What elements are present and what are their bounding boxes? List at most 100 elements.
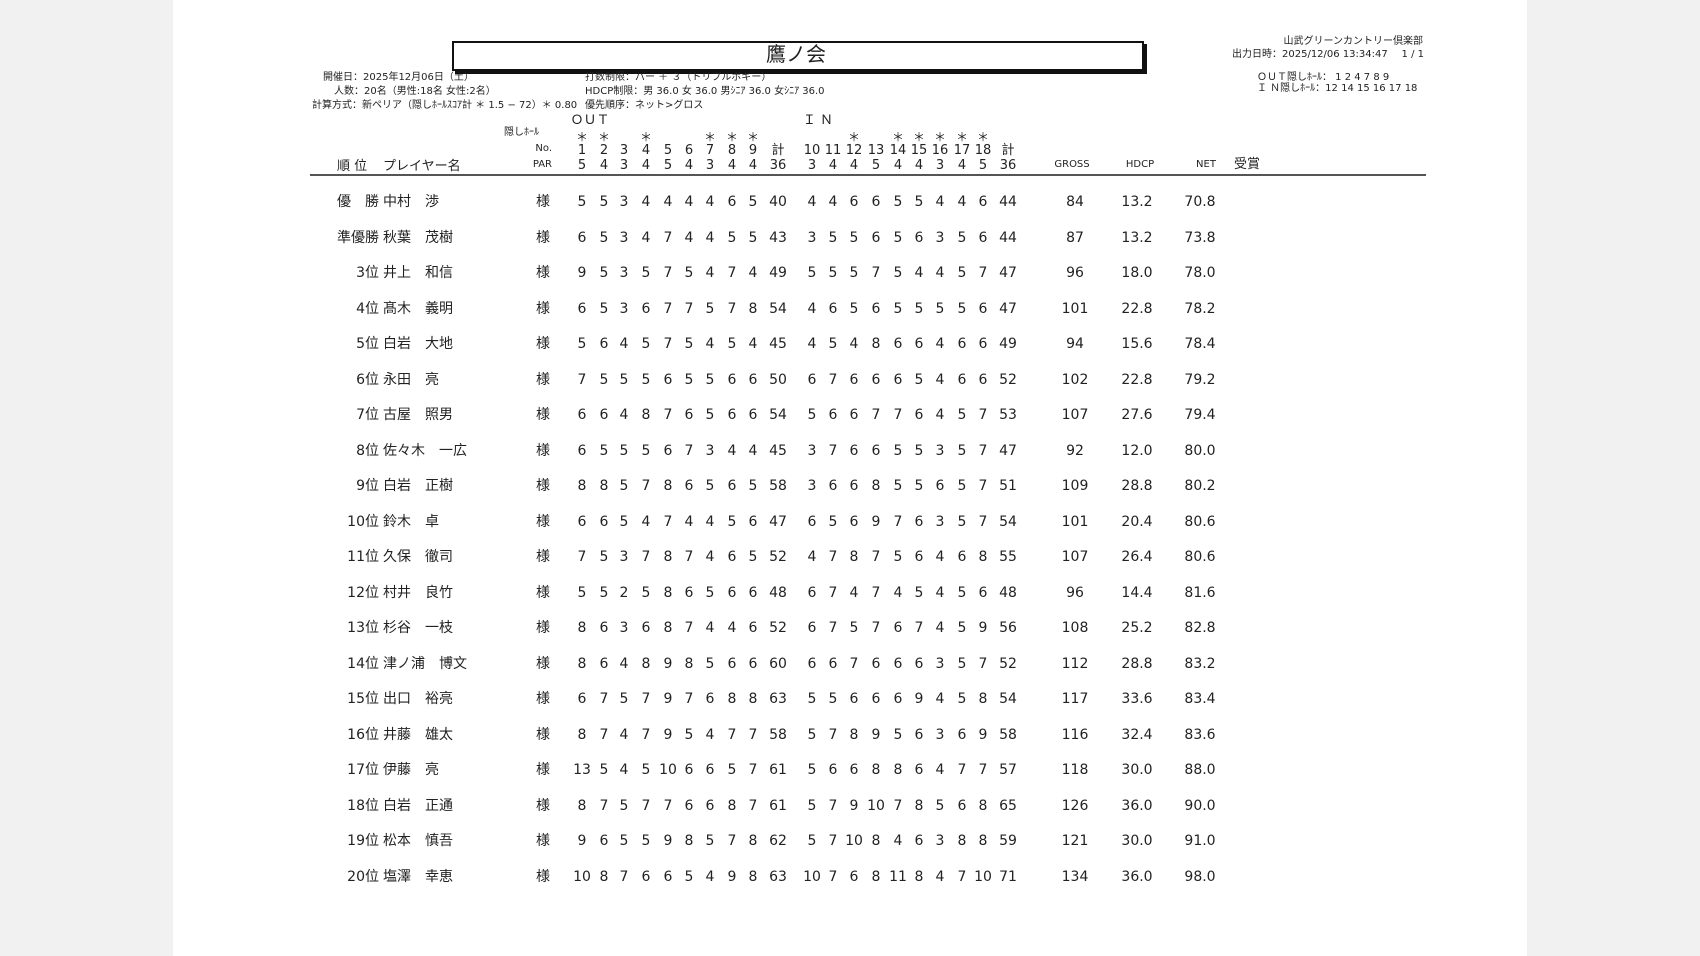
gross: 117 xyxy=(1061,691,1089,707)
out-total-header: 計 xyxy=(771,143,785,158)
score: 7 xyxy=(727,300,737,317)
in-total: 44 xyxy=(999,229,1017,246)
priority: 優先順序：ネット>グロス xyxy=(585,100,704,111)
score: 5 xyxy=(641,336,651,352)
player-name: 秋葉 茂樹 xyxy=(383,229,453,246)
honorific: 様 xyxy=(536,442,550,459)
hole-number: 8 xyxy=(727,143,737,158)
output-time: 出力日時：2025/12/06 13:34:47 xyxy=(1232,49,1388,60)
score: 7 xyxy=(663,513,673,530)
score: 7 xyxy=(684,442,694,459)
score: 9 xyxy=(871,513,881,530)
out-total: 45 xyxy=(769,336,787,352)
score: 8 xyxy=(957,833,967,849)
in-total: 54 xyxy=(999,691,1017,707)
score: 6 xyxy=(914,726,924,743)
score: 6 xyxy=(641,620,651,636)
in-total: 49 xyxy=(999,336,1017,352)
score: 4 xyxy=(705,194,715,210)
net: 83.6 xyxy=(1184,726,1216,743)
score: 5 xyxy=(619,691,629,707)
score: 5 xyxy=(641,265,651,281)
score: 7 xyxy=(828,620,838,636)
honorific: 様 xyxy=(536,513,550,530)
score: 6 xyxy=(957,336,967,352)
score: 5 xyxy=(957,407,967,423)
score: 6 xyxy=(577,691,587,707)
hole-number: 6 xyxy=(684,143,694,158)
score: 4 xyxy=(619,655,629,672)
score: 5 xyxy=(957,478,967,494)
out-total: 45 xyxy=(769,442,787,459)
hole-par: 3 xyxy=(807,158,817,173)
score: 5 xyxy=(807,797,817,814)
score: 7 xyxy=(849,655,859,672)
score: 7 xyxy=(663,229,673,246)
score: 5 xyxy=(599,549,609,565)
honorific: 様 xyxy=(536,620,550,636)
score: 5 xyxy=(957,300,967,317)
score: 8 xyxy=(871,478,881,494)
hdcp: 36.0 xyxy=(1121,868,1153,885)
player-name: 古屋 照男 xyxy=(383,407,453,423)
hdcp: 12.0 xyxy=(1121,442,1153,459)
title-box xyxy=(452,41,1144,71)
score: 3 xyxy=(619,194,629,210)
gross: 102 xyxy=(1061,371,1089,388)
rank: 16位 xyxy=(347,726,379,743)
score: 4 xyxy=(705,620,715,636)
document-sheet xyxy=(173,0,1527,956)
score: 5 xyxy=(957,265,967,281)
in-par-total: 36 xyxy=(999,158,1017,173)
out-total: 60 xyxy=(769,655,787,672)
hidden-mark: ＊ xyxy=(575,130,589,144)
honorific: 様 xyxy=(536,229,550,246)
score: 8 xyxy=(684,655,694,672)
score: 5 xyxy=(893,549,903,565)
score: 3 xyxy=(807,478,817,494)
score: 9 xyxy=(978,726,988,743)
in-total-header: 計 xyxy=(1001,143,1015,158)
page-number: 1 / 1 xyxy=(1401,49,1424,60)
score: 5 xyxy=(893,265,903,281)
score: 4 xyxy=(727,620,737,636)
hdcp: 33.6 xyxy=(1121,691,1153,707)
score: 8 xyxy=(663,584,673,601)
score: 6 xyxy=(684,584,694,601)
score: 6 xyxy=(705,762,715,778)
player-name: 井上 和信 xyxy=(383,265,453,281)
score: 6 xyxy=(641,868,651,885)
score: 4 xyxy=(619,762,629,778)
honorific: 様 xyxy=(536,194,550,210)
rank: 4位 xyxy=(356,300,379,317)
score: 3 xyxy=(935,229,945,246)
event-date: 開催日：2025年12月06日（土） xyxy=(323,72,474,83)
hdcp-limit: HDCP制限：男 36.0 女 36.0 男ｼﾆｱ 36.0 女ｼﾆｱ 36.0 xyxy=(585,86,825,97)
in-hidden-holes: Ｉ Ｎ隠しﾎｰﾙ：12 14 15 16 17 18 xyxy=(1257,83,1418,94)
hole-number: 16 xyxy=(931,143,949,158)
score: 5 xyxy=(599,194,609,210)
title: 鷹ノ会 xyxy=(766,42,826,66)
gross: 116 xyxy=(1061,726,1089,743)
rank: 11位 xyxy=(347,549,379,565)
score: 3 xyxy=(935,726,945,743)
score: 9 xyxy=(727,868,737,885)
gross: 96 xyxy=(1066,265,1084,281)
score: 8 xyxy=(577,620,587,636)
score: 5 xyxy=(727,762,737,778)
net: 83.2 xyxy=(1184,655,1216,672)
score: 6 xyxy=(727,371,737,388)
player-name: 塩澤 幸恵 xyxy=(383,868,453,885)
score: 5 xyxy=(684,868,694,885)
gross: 101 xyxy=(1061,300,1089,317)
rank: 17位 xyxy=(347,762,379,778)
score: 5 xyxy=(599,584,609,601)
score: 5 xyxy=(705,833,715,849)
score: 6 xyxy=(978,336,988,352)
net: 78.0 xyxy=(1184,265,1216,281)
score: 7 xyxy=(828,549,838,565)
score: 4 xyxy=(935,584,945,601)
score: 6 xyxy=(807,655,817,672)
hole-number: 5 xyxy=(663,143,673,158)
score: 3 xyxy=(935,655,945,672)
